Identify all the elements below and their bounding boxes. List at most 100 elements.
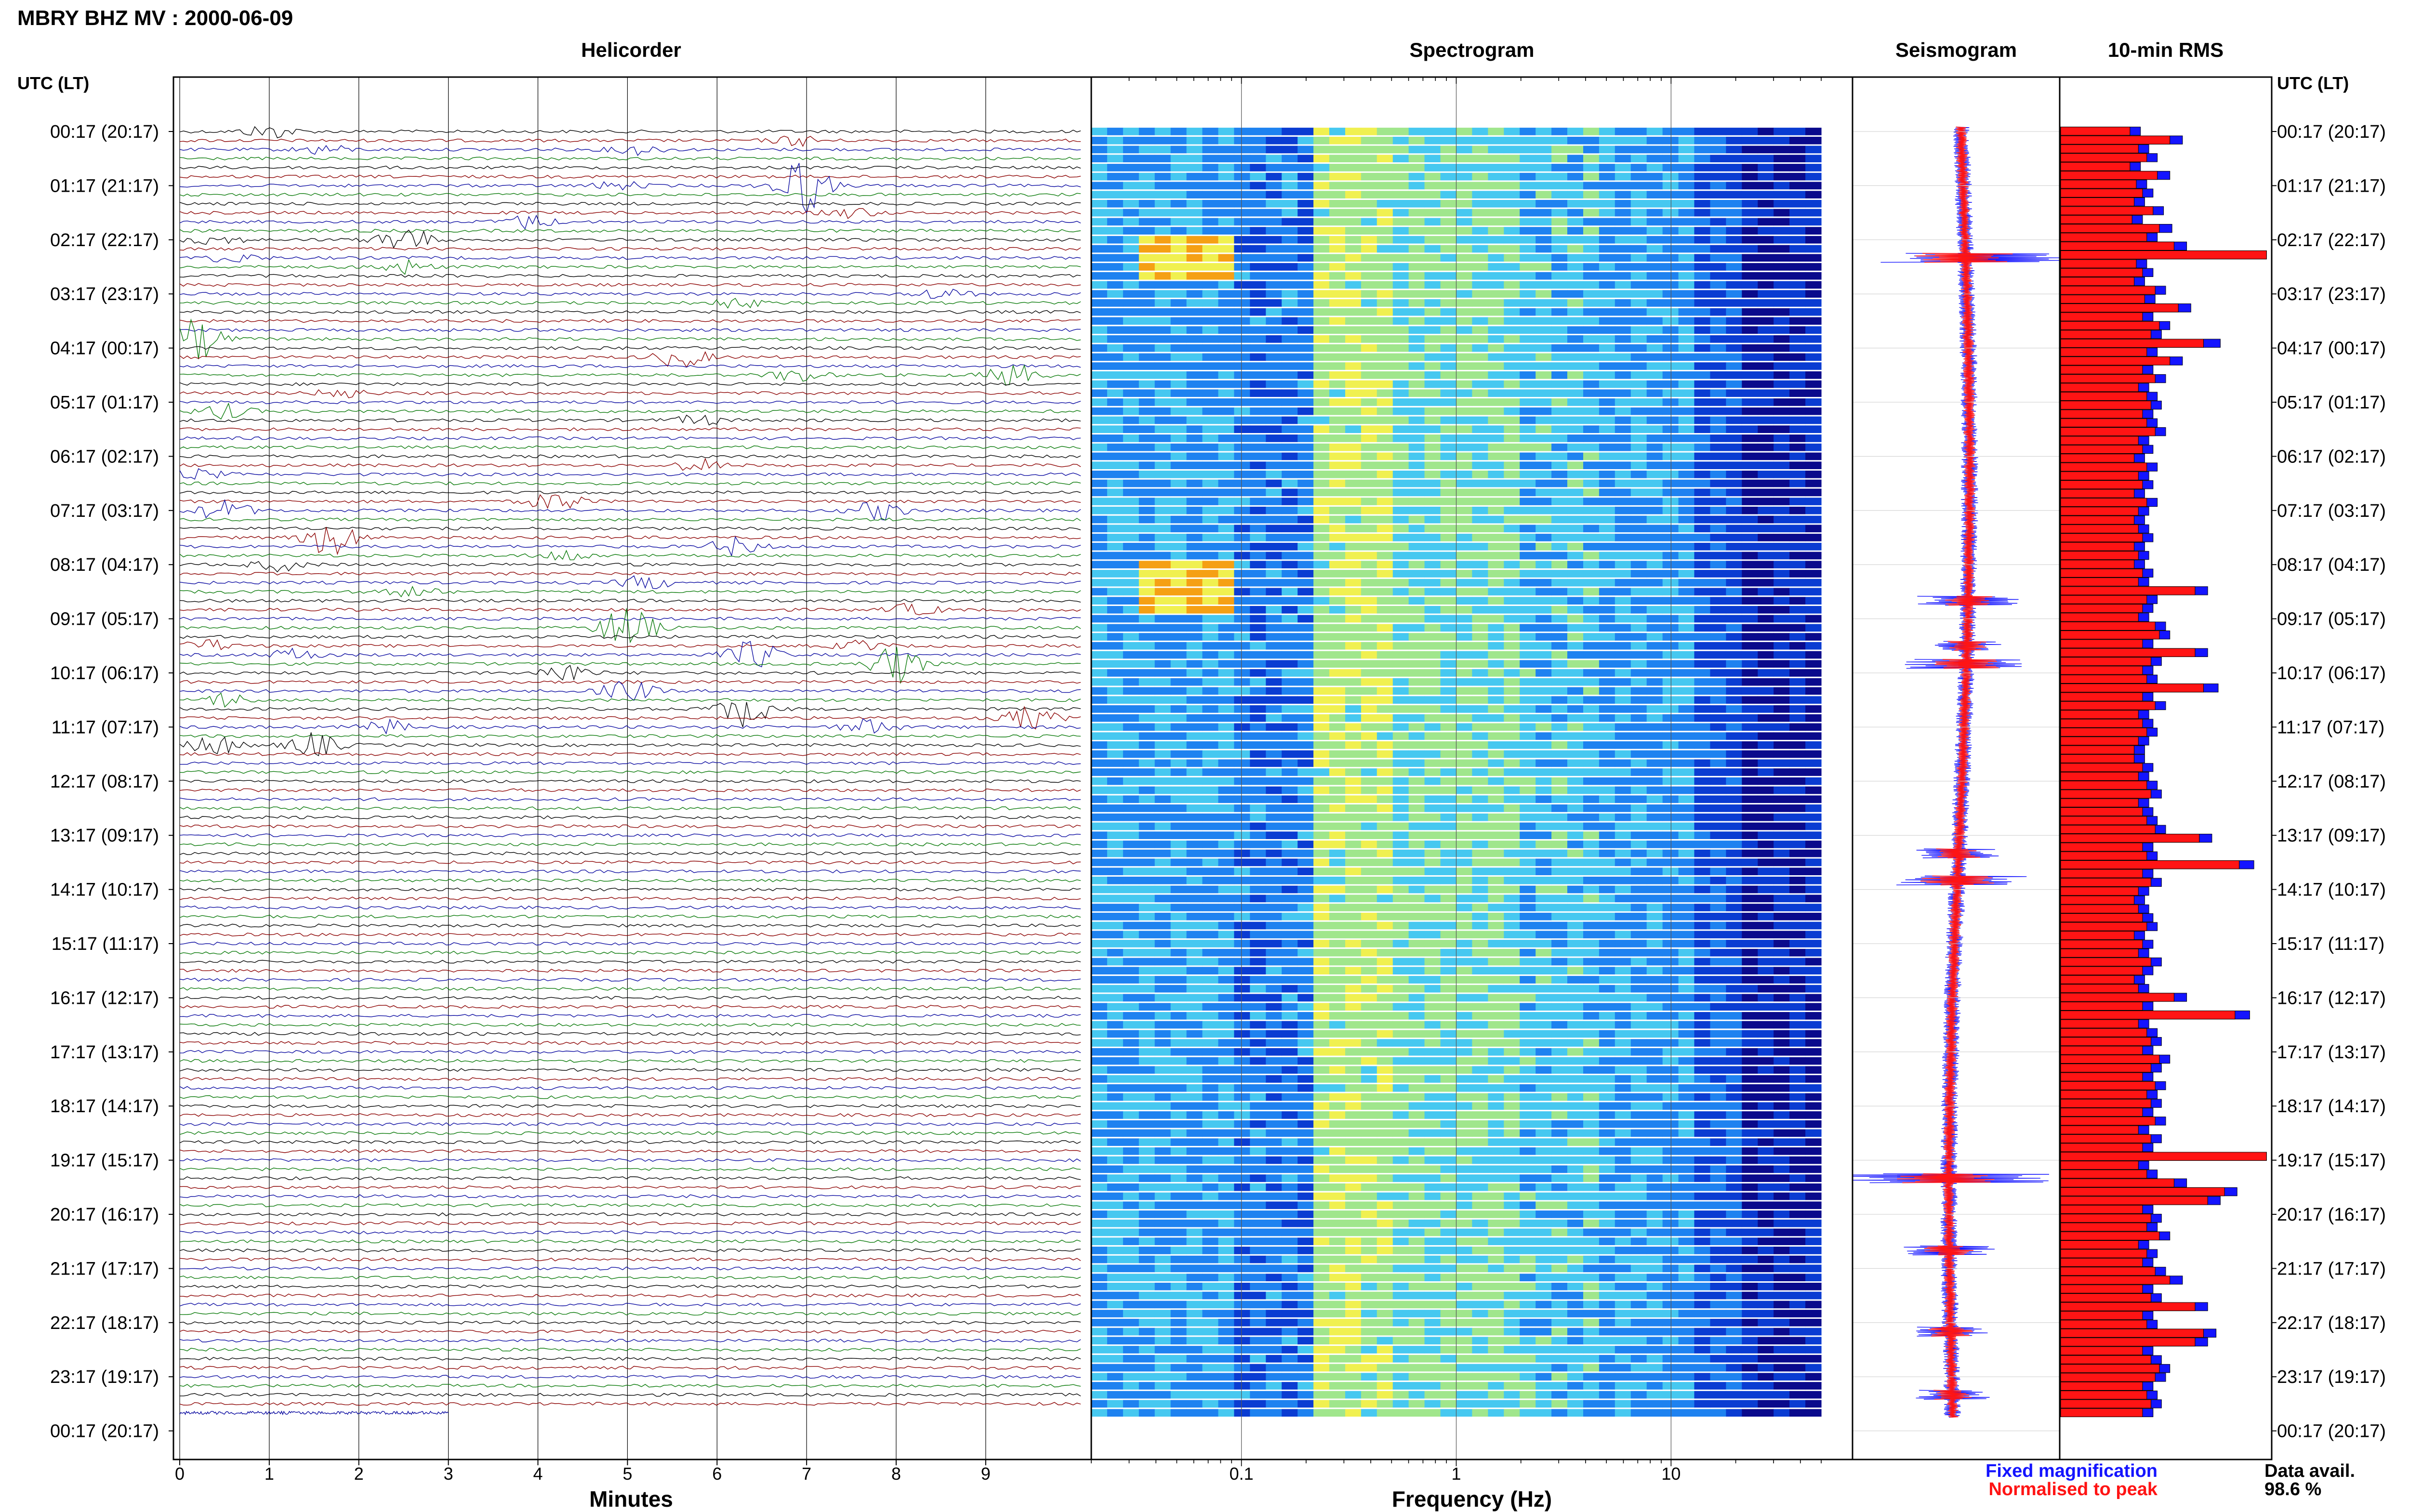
spectrogram-cell	[1726, 579, 1742, 587]
spectrogram-cell	[1456, 1039, 1472, 1047]
helicorder-trace	[179, 1059, 1081, 1063]
spectrogram-cell	[1535, 552, 1552, 560]
spectrogram-cell	[1726, 371, 1742, 379]
spectrogram-cell	[1456, 579, 1472, 587]
spectrogram-cell	[1361, 958, 1377, 966]
spectrogram-cell	[1710, 841, 1726, 848]
spectrogram-cell	[1758, 299, 1774, 307]
spectrogram-cell	[1630, 452, 1647, 460]
spectrogram-cell	[1282, 136, 1298, 145]
spectrogram-cell	[1599, 813, 1615, 821]
spectrogram-cell	[1599, 958, 1615, 966]
spectrogram-cell	[1234, 885, 1250, 894]
spectrogram-cell	[1170, 434, 1187, 442]
spectrogram-cell	[1646, 299, 1663, 307]
spectrogram-cell	[1472, 976, 1488, 984]
spectrogram-cell	[1520, 172, 1536, 181]
spectrogram-cell	[1107, 633, 1124, 641]
spectrogram-cell	[1313, 1057, 1330, 1065]
spectrogram-cell	[1392, 335, 1409, 343]
spectrogram-cell	[1774, 344, 1790, 352]
spectrogram-cell	[1202, 705, 1218, 713]
spectrogram-cell	[1615, 542, 1631, 551]
spectrogram-cell	[1456, 407, 1472, 415]
spectrogram-cell	[1170, 795, 1187, 803]
spectrogram-cell	[1520, 534, 1536, 541]
spectrogram-cell	[1234, 389, 1250, 397]
spectrogram-cell	[1599, 479, 1615, 487]
spectrogram-cell	[1440, 164, 1457, 171]
spectrogram-cell	[1789, 804, 1806, 812]
spectrogram-cell	[1123, 615, 1139, 623]
spectrogram-cell	[1758, 669, 1774, 677]
spectrogram-cell	[1266, 904, 1282, 911]
spectrogram-cell	[1250, 831, 1266, 839]
spectrogram-cell	[1583, 921, 1600, 930]
spectrogram-cell	[1583, 985, 1600, 993]
spectrogram-cell	[1440, 696, 1457, 704]
spectrogram-cell	[1091, 155, 1108, 162]
spectrogram-cell	[1630, 443, 1647, 451]
spectrogram-cell	[1694, 425, 1710, 433]
spectrogram-cell	[1138, 353, 1155, 361]
spectrogram-cell	[1218, 515, 1234, 524]
spectrogram-cell	[1520, 633, 1536, 641]
spectrogram-cell	[1107, 308, 1124, 316]
spectrogram-cell	[1567, 525, 1584, 533]
spectrogram-cell	[1250, 624, 1266, 632]
spectrogram-cell	[1615, 443, 1631, 451]
spectrogram-cell	[1440, 1048, 1457, 1056]
spectrogram-cell	[1091, 227, 1108, 235]
spectrogram-cell	[1646, 498, 1663, 505]
spectrogram-cell	[1694, 1039, 1710, 1047]
spectrogram-cell	[1107, 506, 1124, 514]
spectrogram-cell	[1123, 877, 1139, 884]
spectrogram-cell	[1678, 317, 1695, 325]
spectrogram-cell	[1202, 335, 1218, 343]
spectrogram-cell	[1392, 182, 1409, 190]
spectrogram-cell	[1408, 894, 1425, 903]
spectrogram-cell	[1282, 588, 1298, 596]
spectrogram-cell	[1345, 948, 1362, 957]
spectrogram-cell	[1472, 191, 1488, 198]
spectrogram-cell	[1567, 155, 1584, 162]
spectrogram-cell	[1599, 579, 1615, 587]
spectrogram-cell	[1789, 145, 1806, 154]
spectrogram-cell	[1520, 227, 1536, 235]
spectrogram-cell	[1535, 498, 1552, 505]
spectrogram-cell	[1774, 985, 1790, 993]
spectrogram-cell	[1630, 967, 1647, 974]
spectrogram-cell	[1250, 1003, 1266, 1011]
spectrogram-cell	[1615, 1057, 1631, 1065]
spectrogram-cell	[1297, 795, 1314, 803]
spectrogram-cell	[1583, 967, 1600, 974]
spectrogram-cell	[1138, 669, 1155, 677]
spectrogram-cell	[1456, 912, 1472, 920]
spectrogram-cell	[1091, 1057, 1108, 1065]
spectrogram-cell	[1535, 317, 1552, 325]
spectrogram-cell	[1250, 515, 1266, 524]
spectrogram-cell	[1678, 1030, 1695, 1038]
spectrogram-cell	[1551, 976, 1568, 984]
spectrogram-cell	[1186, 885, 1203, 894]
spectrogram-cell	[1154, 515, 1171, 524]
spectrogram-cell	[1488, 795, 1504, 803]
spectrogram-cell	[1361, 353, 1377, 361]
spectrogram-cell	[1583, 525, 1600, 533]
spectrogram-cell	[1361, 1003, 1377, 1011]
spectrogram-cell	[1758, 759, 1774, 767]
spectrogram-cell	[1313, 425, 1330, 433]
spectrogram-cell	[1250, 777, 1266, 785]
spectrogram-cell	[1758, 948, 1774, 957]
spectrogram-cell	[1313, 461, 1330, 469]
spectrogram-cell	[1456, 841, 1472, 848]
spectrogram-cell	[1678, 894, 1695, 903]
spectrogram-cell	[1551, 921, 1568, 930]
spectrogram-cell	[1678, 579, 1695, 587]
spectrogram-cell	[1329, 912, 1346, 920]
spectrogram-cell	[1630, 976, 1647, 984]
spectrogram-cell	[1266, 172, 1282, 181]
spectrogram-cell	[1472, 678, 1488, 686]
spectrogram-cell	[1646, 128, 1663, 135]
spectrogram-cell	[1535, 822, 1552, 830]
